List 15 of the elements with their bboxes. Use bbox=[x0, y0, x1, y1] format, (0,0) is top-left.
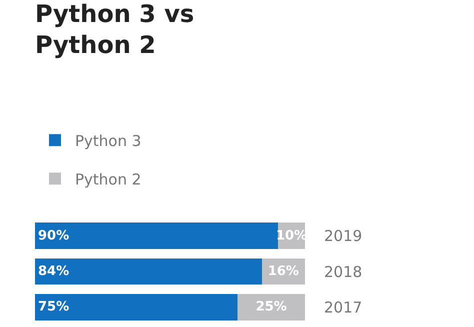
data-label: 25% bbox=[256, 300, 287, 315]
bar bbox=[238, 294, 305, 320]
data-label: 90% bbox=[38, 228, 70, 244]
data-label: 84% bbox=[38, 264, 70, 279]
chart-title: Python 3 vs Python 2 bbox=[35, 0, 194, 60]
data-label: 16% bbox=[268, 264, 299, 279]
bar bbox=[35, 222, 278, 250]
bar bbox=[35, 294, 238, 320]
y-tick-label: 2017 bbox=[324, 298, 362, 316]
legend-label: Python 3 bbox=[75, 132, 142, 150]
y-tick-label: 2019 bbox=[324, 227, 362, 246]
data-label: 75% bbox=[38, 300, 70, 315]
legend-label: Python 2 bbox=[75, 170, 142, 188]
bar bbox=[35, 258, 262, 285]
y-tick-label: 2018 bbox=[324, 262, 362, 281]
